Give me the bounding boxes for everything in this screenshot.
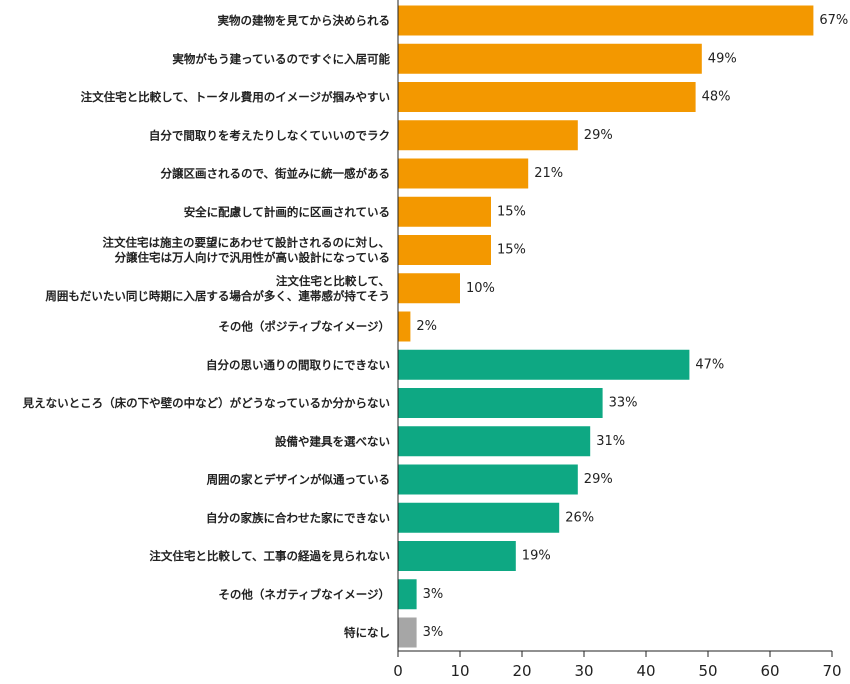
- category-label: 実物の建物を見てから決められる: [218, 14, 391, 28]
- category-label: 見えないところ（床の下や壁の中など）がどうなっているか分からない: [22, 396, 390, 410]
- category-label: 分譲住宅は万人向けで汎用性が高い設計になっている: [115, 251, 390, 265]
- data-label: 3%: [423, 625, 444, 640]
- bar-row: 特になし 3%: [344, 617, 444, 648]
- bar: [398, 5, 814, 36]
- bar-row: 注文住宅と比較して、トータル費用のイメージが掴みやすい 48%: [81, 82, 731, 112]
- bar: [398, 82, 696, 112]
- bar-row: 周囲の家とデザインが似通っている 29%: [207, 464, 613, 495]
- data-label: 31%: [596, 434, 625, 449]
- x-tick-label: 50: [698, 662, 717, 679]
- data-label: 15%: [497, 204, 526, 219]
- category-label: 自分の家族に合わせた家にできない: [206, 511, 390, 525]
- data-label: 29%: [584, 472, 613, 487]
- data-label: 3%: [423, 587, 444, 602]
- data-label: 15%: [497, 243, 526, 258]
- x-tick-label: 10: [450, 662, 469, 679]
- bar-row: 安全に配慮して計画的に区画されている 15%: [184, 196, 526, 227]
- x-tick-label: 0: [393, 662, 403, 679]
- data-label: 21%: [534, 166, 563, 181]
- bar-row: 注文住宅は施主の要望にあわせて設計されるのに対し、分譲住宅は万人向けで汎用性が高…: [103, 235, 526, 265]
- x-tick-label: 70: [822, 662, 841, 679]
- bar: [398, 579, 417, 610]
- x-axis: 0 10 20 30 40 50 60 70: [393, 0, 842, 680]
- bar-row: 自分の家族に合わせた家にできない 26%: [206, 502, 594, 533]
- data-label: 47%: [695, 357, 724, 372]
- category-label: その他（ポジティブなイメージ）: [218, 320, 390, 334]
- x-tick-label: 30: [574, 662, 593, 679]
- bar: [398, 120, 578, 151]
- bar-row: 自分で間取りを考えたりしなくていいのでラク 29%: [149, 120, 613, 151]
- bar-row: その他（ポジティブなイメージ） 2%: [218, 311, 437, 342]
- data-label: 67%: [819, 13, 848, 28]
- bar-row: 分譲区画されるので、街並みに統一感がある 21%: [160, 158, 563, 189]
- x-tick-label: 60: [760, 662, 779, 679]
- bar: [398, 464, 578, 495]
- bar-row: 注文住宅と比較して、工事の経過を見られない 19%: [149, 541, 551, 571]
- category-label: 安全に配慮して計画的に区画されている: [184, 205, 390, 219]
- data-label: 26%: [565, 510, 594, 525]
- bar-row: 実物がもう建っているのですぐに入居可能 49%: [172, 43, 737, 74]
- category-label: 注文住宅と比較して、工事の経過を見られない: [149, 549, 390, 563]
- category-label: 注文住宅は施主の要望にあわせて設計されるのに対し、: [103, 236, 391, 250]
- bar: [398, 311, 411, 342]
- category-label: 注文住宅と比較して、: [276, 274, 390, 288]
- category-label: 分譲区画されるので、街並みに統一感がある: [160, 167, 390, 181]
- data-label: 33%: [609, 396, 638, 411]
- category-label: 特になし: [344, 626, 390, 640]
- bar: [398, 235, 491, 265]
- data-label: 49%: [708, 51, 737, 66]
- bar: [398, 541, 516, 571]
- bar-row: 設備や建具を選べない 31%: [275, 426, 625, 457]
- bar-row: 注文住宅と比較して、周囲もだいたい同じ時期に入居する場合が多く、連帯感が持てそう…: [45, 273, 495, 304]
- bar: [398, 273, 460, 304]
- category-label: 自分で間取りを考えたりしなくていいのでラク: [149, 128, 390, 142]
- category-label: 設備や建具を選べない: [275, 434, 390, 448]
- category-label: 自分の思い通りの間取りにできない: [206, 358, 390, 372]
- category-label: 実物がもう建っているのですぐに入居可能: [172, 52, 390, 66]
- bar: [398, 426, 591, 457]
- data-label: 48%: [702, 90, 731, 105]
- bar-row: その他（ネガティブなイメージ） 3%: [218, 579, 444, 610]
- bar-row: 実物の建物を見てから決められる 67%: [218, 5, 848, 36]
- data-label: 2%: [416, 319, 437, 334]
- bar-row: 見えないところ（床の下や壁の中など）がどうなっているか分からない 33%: [22, 388, 638, 418]
- category-label: 周囲の家とデザインが似通っている: [207, 473, 390, 487]
- category-label: その他（ネガティブなイメージ）: [218, 587, 390, 601]
- bars-layer: 実物の建物を見てから決められる 67% 実物がもう建っているのですぐに入居可能 49%…: [22, 5, 848, 648]
- category-label: 注文住宅と比較して、トータル費用のイメージが掴みやすい: [81, 90, 390, 104]
- data-label: 29%: [584, 128, 613, 143]
- bar: [398, 388, 603, 418]
- x-tick-label: 20: [512, 662, 531, 679]
- bar: [398, 502, 560, 533]
- bar: [398, 617, 417, 648]
- category-label: 周囲もだいたい同じ時期に入居する場合が多く、連帯感が持てそう: [45, 289, 390, 303]
- bar: [398, 43, 702, 74]
- bar-row: 自分の思い通りの間取りにできない 47%: [206, 349, 724, 380]
- bar: [398, 158, 529, 189]
- bar: [398, 196, 491, 227]
- data-label: 10%: [466, 281, 495, 296]
- data-label: 19%: [522, 549, 551, 564]
- bar: [398, 349, 690, 380]
- x-tick-label: 40: [636, 662, 655, 679]
